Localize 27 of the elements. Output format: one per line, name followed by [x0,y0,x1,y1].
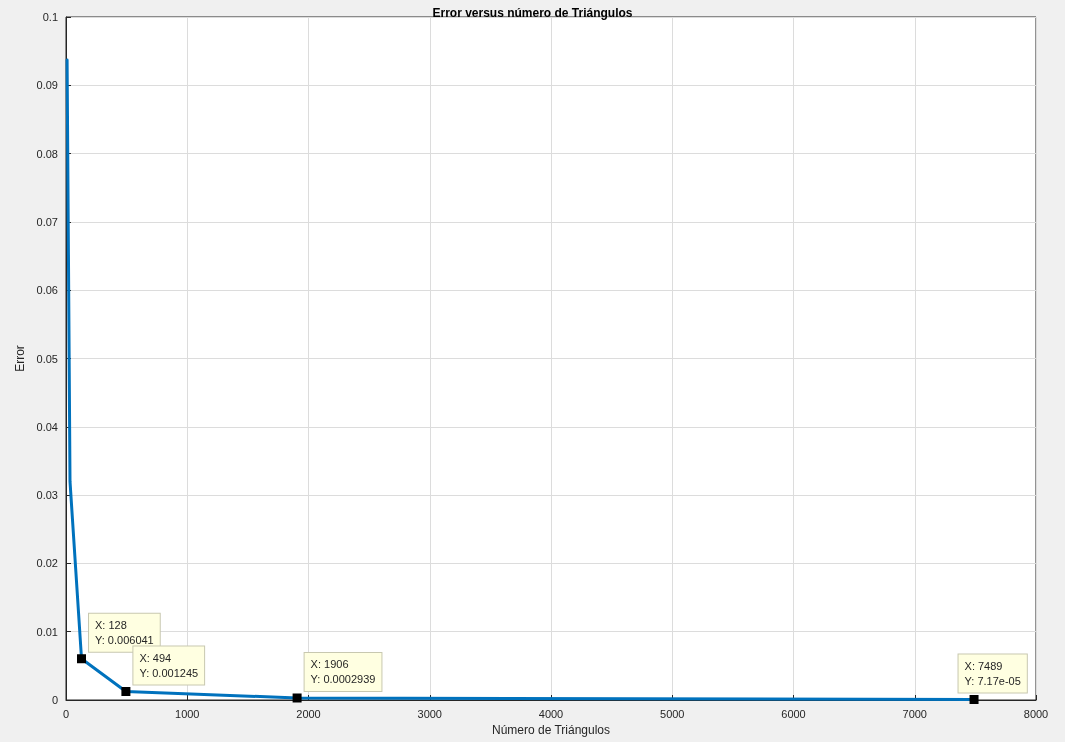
annotation: X: 7489 Y: 7.17e-05 [964,660,1021,688]
y-tick-label: 0.02 [36,557,58,570]
x-tick-label: 4000 [538,707,564,720]
y-tick-label: 0.08 [36,147,58,160]
x-tick-label: 7000 [902,707,927,720]
y-axis-title: Error [12,345,27,372]
x-tick-label: 5000 [660,707,685,720]
annotation: X: 1906 Y: 0.0002939 [310,658,376,686]
y-tick-label: 0.04 [36,420,58,433]
x-tick-label: 1000 [175,707,200,720]
y-tick-label: 0.1 [42,11,58,23]
x-tick-label: 2000 [296,707,321,720]
annotation: X: 494 Y: 0.001245 [139,652,199,679]
y-tick-label: 0.01 [36,625,58,638]
x-tick-label: 3000 [417,707,442,720]
y-tick-label: 0.09 [36,79,58,92]
chart-title: Error versus número de Triángulos [432,6,633,20]
y-tick-label: 0.03 [36,489,58,502]
y-tick-label: 0.05 [36,352,58,365]
y-tick-label: 0.07 [36,215,58,228]
x-tick-label: 6000 [781,707,806,720]
y-tick-label: 0 [51,694,58,706]
annotation: X: 128 Y: 0.006041 [95,619,154,647]
x-tick-label: 8000 [1023,707,1049,720]
x-axis-title: Número de Triángulos [491,722,611,737]
x-tick-label: 0 [62,707,70,720]
y-tick-label: 0.06 [36,284,58,297]
